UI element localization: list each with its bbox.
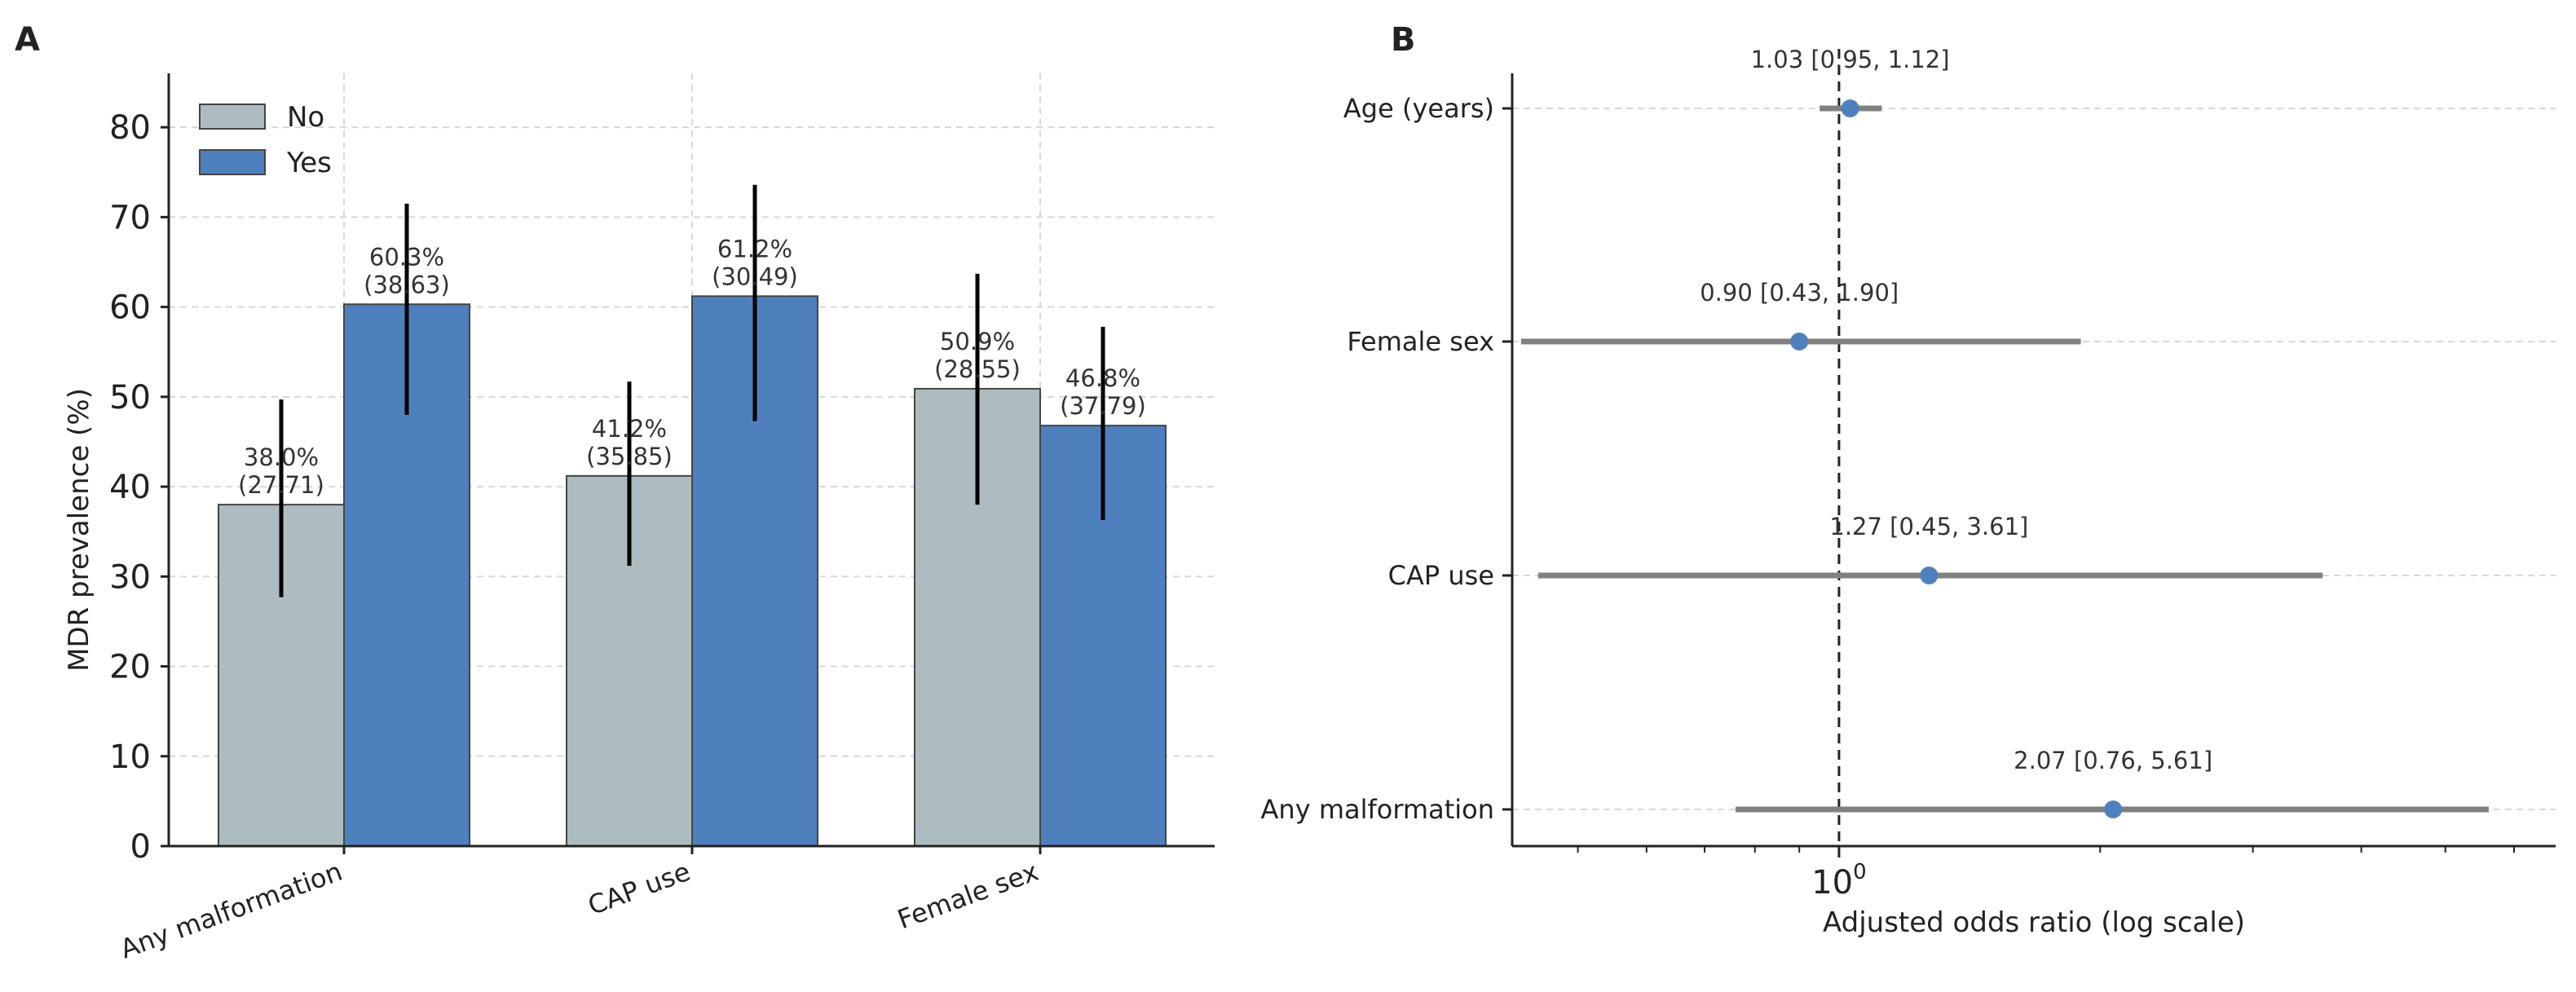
odds-ratio-label-3: 2.07 [0.76, 5.61] bbox=[2014, 747, 2212, 774]
legend-swatch-yes bbox=[199, 149, 266, 175]
y-tick-label: 80 bbox=[109, 109, 151, 147]
y-tick-label: 40 bbox=[109, 469, 151, 506]
panel-b-intervals bbox=[1520, 105, 2489, 813]
panel-b-x-axis-label: Adjusted odds ratio (log scale) bbox=[1823, 906, 2245, 939]
y-tick-label-1: Female sex bbox=[1347, 326, 1494, 357]
x-tick-label: Any malformation bbox=[117, 856, 346, 965]
panel-a-letter: A bbox=[15, 21, 40, 59]
bar-value-label: 41.2% bbox=[592, 415, 667, 443]
panel-a-bar-chart: 38.0%(27.71) 41.2%(35.85) 50.9%(28.55) 60.3… bbox=[63, 73, 1215, 964]
x-tick-label: CAP use bbox=[584, 856, 694, 921]
bar-count-label: (30.49) bbox=[712, 262, 798, 290]
panel-b-gridlines bbox=[1512, 108, 2556, 810]
panel-b-axes bbox=[1511, 73, 2556, 848]
bar-count-label: (35.85) bbox=[586, 443, 673, 470]
y-tick-label: 0 bbox=[130, 828, 151, 866]
bar-count-label: (37.79) bbox=[1060, 392, 1146, 420]
odds-ratio-label-0: 1.03 [0.95, 1.12] bbox=[1751, 46, 1950, 73]
odds-ratio-label-1: 0.90 [0.43, 1.90] bbox=[1700, 279, 1899, 306]
panel-a-bar-labels: 38.0%(27.71) 41.2%(35.85) 50.9%(28.55) 60.3… bbox=[238, 235, 1146, 499]
x-tick-label-exponent: 0 bbox=[1853, 860, 1867, 884]
panel-a-y-axis-label: MDR prevalence (%) bbox=[63, 388, 95, 672]
legend-label-yes: Yes bbox=[286, 147, 332, 179]
panel-b-ticks: Age (years) Female sex CAP use Any malforma… bbox=[1261, 93, 2516, 902]
bar-value-label: 50.9% bbox=[940, 328, 1015, 355]
panel-a-error-bars bbox=[279, 184, 1105, 597]
panel-b-letter: B bbox=[1391, 21, 1416, 59]
panel-a-bars bbox=[218, 295, 1167, 848]
odds-ratio-point-0 bbox=[1841, 99, 1859, 117]
y-tick-label: 60 bbox=[109, 289, 151, 327]
legend-label-no: No bbox=[287, 101, 324, 134]
x-tick-label-base: 10 bbox=[1811, 864, 1853, 902]
y-tick-label: 70 bbox=[109, 199, 151, 236]
legend-swatch-no bbox=[199, 104, 266, 130]
y-tick-label-2: CAP use bbox=[1388, 560, 1494, 591]
y-tick-label: 50 bbox=[109, 379, 151, 417]
bar-count-label: (27.71) bbox=[238, 471, 324, 499]
panel-a-legend: No Yes bbox=[199, 101, 332, 179]
y-tick-label: 30 bbox=[109, 558, 151, 596]
odds-ratio-point-3 bbox=[2104, 800, 2123, 818]
bar-count-label: (38.63) bbox=[364, 271, 450, 298]
y-tick-label: 10 bbox=[109, 738, 151, 776]
bar-value-label: 61.2% bbox=[717, 235, 792, 262]
y-tick-label-3: Any malformation bbox=[1261, 794, 1494, 825]
panel-b-forest-plot: 1.03 [0.95, 1.12] 0.90 [0.43, 1.90] 1.27 [… bbox=[1261, 46, 2556, 939]
bar-count-label: (28.55) bbox=[934, 355, 1021, 383]
panel-b-or-labels: 1.03 [0.95, 1.12] 0.90 [0.43, 1.90] 1.27 [… bbox=[1700, 46, 2212, 774]
bar-value-label: 60.3% bbox=[369, 243, 444, 271]
x-tick-label: Female sex bbox=[893, 856, 1043, 935]
y-tick-label: 20 bbox=[109, 649, 151, 686]
bar-value-label: 46.8% bbox=[1065, 364, 1140, 392]
panel-b-points bbox=[1790, 99, 2123, 818]
x-tick-label: 100 bbox=[1811, 860, 1866, 902]
odds-ratio-point-1 bbox=[1790, 333, 1809, 351]
y-tick-label-0: Age (years) bbox=[1343, 93, 1494, 124]
bar-value-label: 38.0% bbox=[244, 443, 319, 471]
odds-ratio-point-2 bbox=[1920, 567, 1939, 584]
odds-ratio-label-2: 1.27 [0.45, 3.61] bbox=[1829, 513, 2028, 540]
